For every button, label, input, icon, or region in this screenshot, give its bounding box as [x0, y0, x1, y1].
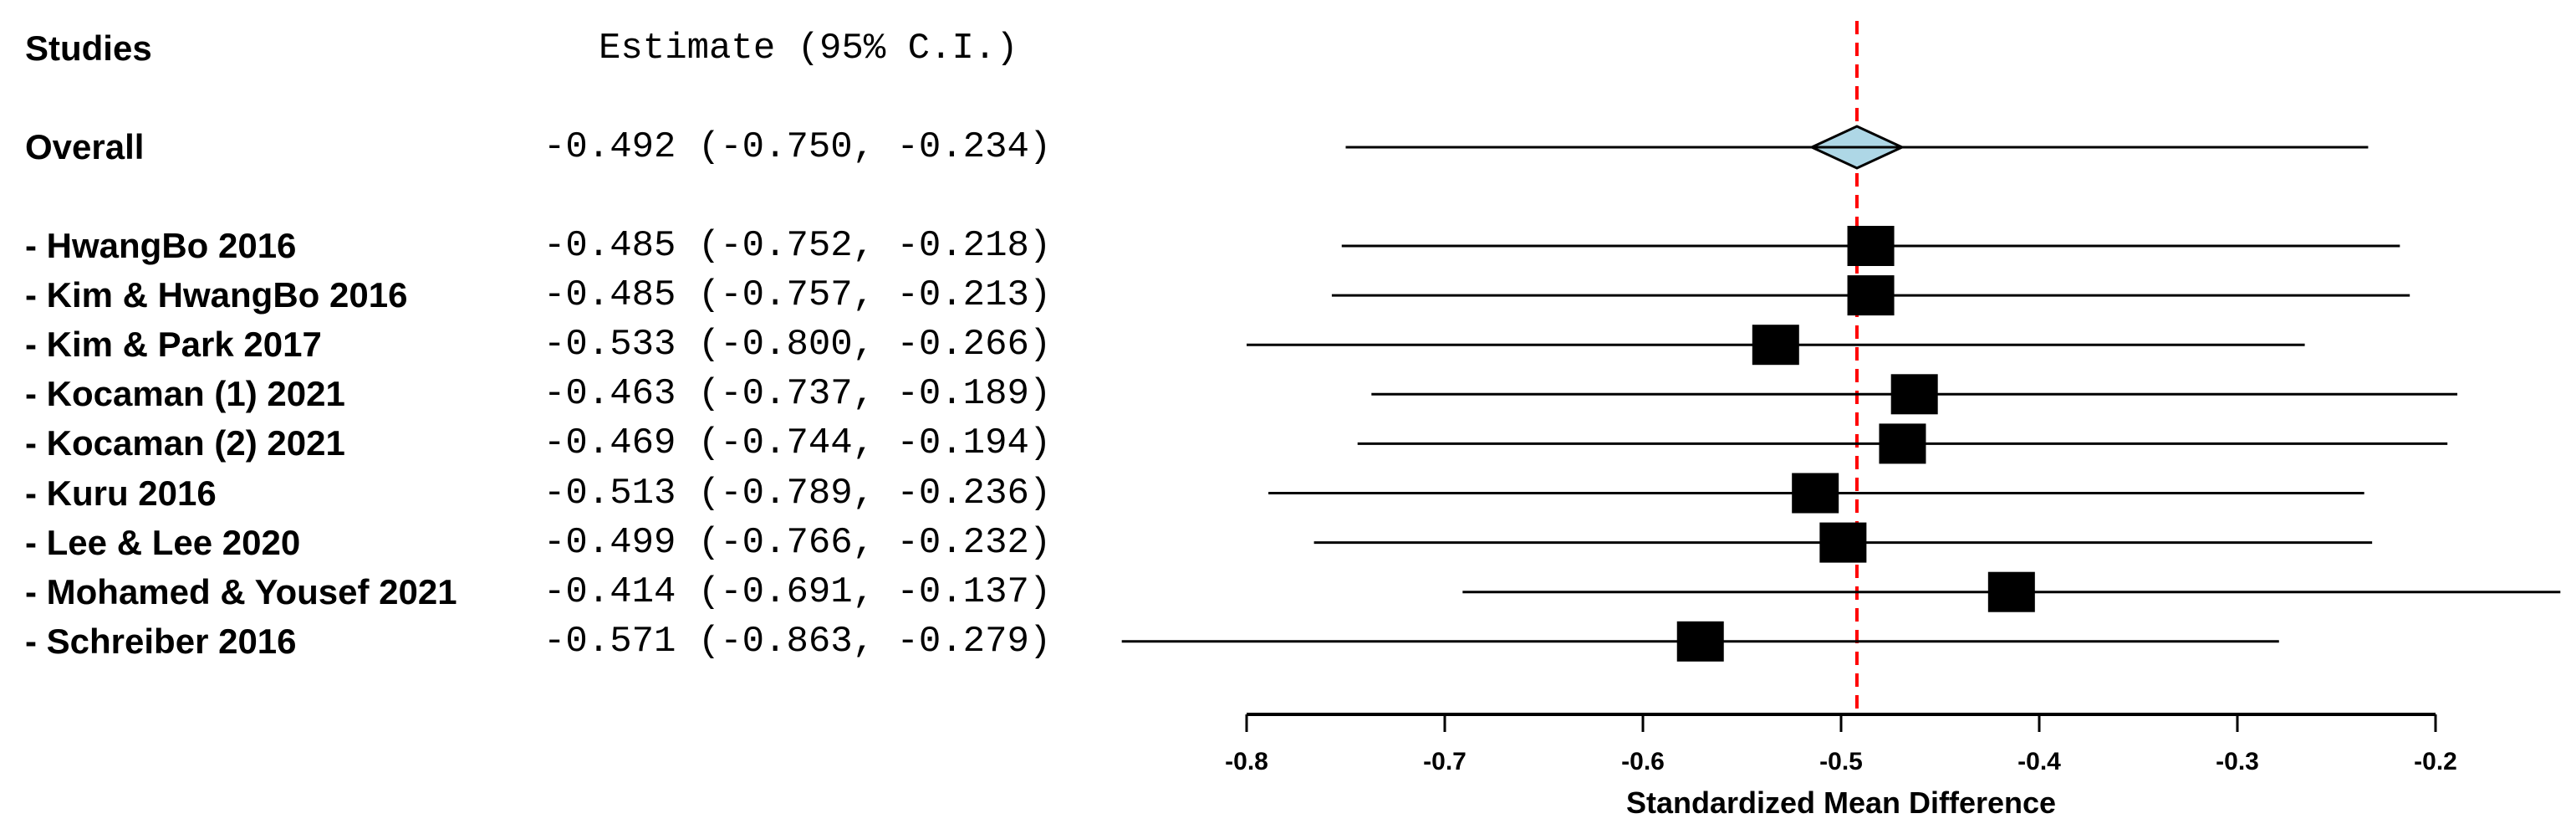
- studies-column-header: Studies: [25, 28, 152, 68]
- x-axis-tick-label: -0.8: [1225, 748, 1268, 775]
- x-axis-tick-label: -0.6: [1621, 748, 1665, 775]
- study-estimate-text: -0.571 (-0.863, -0.279): [543, 621, 1052, 663]
- x-axis-tick-label: -0.7: [1423, 748, 1467, 775]
- study-label: - Schreiber 2016: [25, 622, 297, 661]
- x-axis-tick-label: -0.4: [2017, 748, 2061, 775]
- study-label: - Lee & Lee 2020: [25, 523, 301, 562]
- study-label: - Kim & Park 2017: [25, 325, 322, 364]
- plot-marks: -0.8 -0.7 -0.6 -0.5 -0.4 -0.3 -0.2: [1121, 21, 2561, 775]
- study-estimate-text: -0.533 (-0.800, -0.266): [543, 324, 1052, 366]
- estimate-square: [1987, 571, 2035, 612]
- estimate-square: [1879, 423, 1926, 464]
- estimate-square: [1847, 275, 1895, 316]
- study-estimate-text: -0.463 (-0.737, -0.189): [543, 373, 1052, 415]
- overall-label: Overall: [25, 127, 145, 166]
- estimate-square: [1819, 522, 1867, 563]
- estimate-square: [1752, 325, 1799, 366]
- estimate-square: [1847, 226, 1895, 266]
- study-estimate-text: -0.485 (-0.752, -0.218): [543, 225, 1052, 267]
- study-label: - HwangBo 2016: [25, 226, 297, 265]
- estimate-square: [1890, 374, 1938, 415]
- x-axis-title: Standardized Mean Difference: [1626, 785, 2056, 820]
- x-axis-tick-label: -0.2: [2414, 748, 2457, 775]
- study-label: - Kocaman (1) 2021: [25, 374, 345, 413]
- study-label: - Kim & HwangBo 2016: [25, 275, 408, 315]
- study-estimate-text: -0.499 (-0.766, -0.232): [543, 522, 1052, 564]
- estimate-square: [1792, 473, 1839, 514]
- study-estimate-text: -0.513 (-0.789, -0.236): [543, 473, 1052, 514]
- study-estimate-text: -0.414 (-0.691, -0.137): [543, 571, 1052, 613]
- study-estimate-text: -0.485 (-0.757, -0.213): [543, 274, 1052, 316]
- x-axis-tick-label: -0.5: [1819, 748, 1863, 775]
- study-label: - Kuru 2016: [25, 473, 217, 513]
- study-label: - Mohamed & Yousef 2021: [25, 572, 457, 611]
- study-label: - Kocaman (2) 2021: [25, 423, 345, 463]
- x-axis-tick-label: -0.3: [2216, 748, 2259, 775]
- estimate-square: [1676, 621, 1724, 662]
- overall-estimate-text: -0.492 (-0.750, -0.234): [543, 126, 1052, 168]
- study-estimate-text: -0.469 (-0.744, -0.194): [543, 422, 1052, 464]
- estimate-column-header: Estimate (95% C.I.): [599, 28, 1018, 69]
